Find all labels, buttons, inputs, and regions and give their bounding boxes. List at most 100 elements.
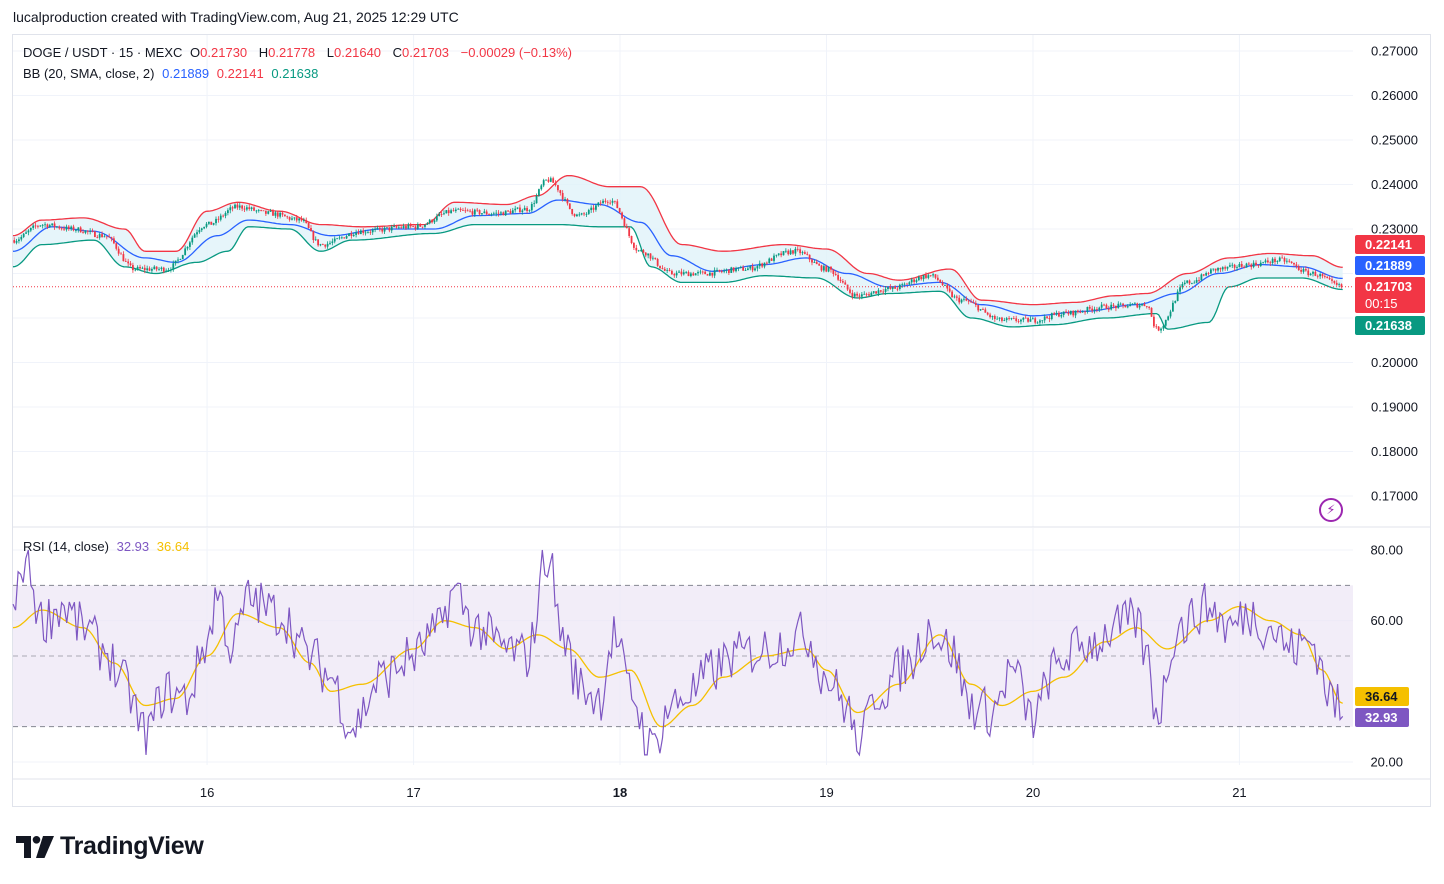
candle-body: [369, 232, 372, 233]
candle-body: [466, 210, 469, 212]
candle-body: [307, 223, 310, 229]
candle-body: [1162, 325, 1165, 329]
candle-body: [991, 316, 994, 318]
candle-body: [1024, 317, 1027, 319]
candle-body: [355, 232, 358, 235]
candle-body: [538, 189, 540, 196]
candle-body: [882, 291, 885, 293]
candle-body: [989, 314, 991, 318]
candle-body: [1240, 263, 1243, 267]
candle-body: [680, 271, 683, 275]
symbol-label[interactable]: DOGE / USDT · 15 · MEXC: [23, 45, 183, 60]
candle-body: [870, 292, 873, 296]
candle-body: [1191, 282, 1193, 284]
candle-body: [526, 207, 528, 212]
candle-body: [15, 241, 18, 243]
candle-body: [1034, 318, 1037, 323]
candle-body: [967, 300, 970, 302]
candle-body: [362, 230, 365, 233]
candle-body: [727, 269, 730, 273]
candle-body: [1107, 308, 1110, 310]
candle-body: [768, 258, 771, 264]
candle-body: [1331, 279, 1333, 281]
candle-body: [668, 270, 671, 271]
bb-lower-value: 0.21638: [271, 66, 319, 81]
candle-body: [122, 254, 125, 262]
candle-body: [963, 298, 965, 300]
bb-label[interactable]: BB (20, SMA, close, 2): [23, 66, 155, 81]
candle-body: [1008, 318, 1010, 319]
close-price-tag-value: 0.21703: [1365, 279, 1412, 294]
candle-body: [77, 227, 80, 231]
candle-body: [63, 228, 65, 230]
candle-body: [1276, 260, 1279, 262]
candle-body: [367, 232, 369, 233]
candle-body: [1072, 310, 1075, 316]
candle-body: [1124, 305, 1127, 308]
candle-body: [673, 274, 676, 276]
candle-body: [13, 240, 16, 243]
candle-body: [1048, 317, 1051, 319]
candle-body: [139, 266, 141, 269]
candle-body: [782, 251, 785, 256]
candle-body: [203, 226, 206, 229]
candle-body: [269, 211, 272, 212]
bb-fill: [13, 175, 1343, 330]
candle-body: [1017, 320, 1020, 322]
candle-body: [1027, 317, 1029, 322]
candle-body: [433, 220, 436, 223]
candle-body: [844, 282, 847, 285]
lightning-icon[interactable]: ⚡: [1319, 498, 1343, 522]
candle-body: [473, 209, 476, 215]
candle-body: [993, 316, 996, 320]
candle-body: [89, 230, 92, 232]
candle-body: [82, 232, 84, 234]
candle-body: [155, 266, 158, 270]
candle-body: [1335, 282, 1338, 285]
candle-body: [1110, 304, 1113, 310]
candle-body: [856, 293, 859, 296]
candle-body: [27, 230, 30, 233]
candle-body: [409, 224, 412, 227]
candle-body: [794, 248, 797, 254]
candle-body: [697, 272, 699, 274]
candle-body: [803, 252, 806, 254]
candle-body: [160, 267, 163, 269]
candle-body: [110, 237, 113, 239]
candle-body: [903, 283, 906, 285]
candle-body: [1321, 274, 1324, 277]
candle-body: [29, 227, 32, 231]
price-tick-label: 0.24000: [1371, 177, 1418, 192]
tradingview-logo[interactable]: TradingView: [16, 832, 204, 861]
candle-body: [618, 208, 621, 213]
candle-body: [22, 233, 25, 237]
candle-body: [929, 275, 932, 277]
candle-body: [288, 217, 291, 220]
candle-body: [808, 254, 811, 260]
rsi-label[interactable]: RSI (14, close): [23, 539, 109, 554]
candle-body: [1074, 310, 1077, 316]
candle-body: [1005, 318, 1008, 321]
candle-body: [276, 212, 279, 217]
candle-body: [877, 290, 880, 294]
candle-body: [84, 230, 87, 233]
candle-body: [839, 279, 842, 282]
candle-body: [737, 267, 740, 269]
candle-body: [542, 180, 545, 186]
candle-body: [1096, 309, 1098, 310]
candle-body: [485, 211, 488, 215]
candle-body: [1285, 260, 1288, 262]
candle-body: [488, 214, 490, 215]
candle-body: [1302, 269, 1305, 272]
candle-body: [374, 228, 376, 230]
candle-body: [86, 230, 89, 232]
candle-body: [1214, 268, 1217, 271]
candle-body: [141, 267, 144, 269]
candle-body: [426, 223, 429, 225]
candle-body: [67, 226, 70, 229]
candle-body: [708, 272, 711, 276]
candle-body: [1319, 274, 1322, 277]
candle-body: [264, 210, 267, 214]
candle-body: [514, 208, 517, 211]
